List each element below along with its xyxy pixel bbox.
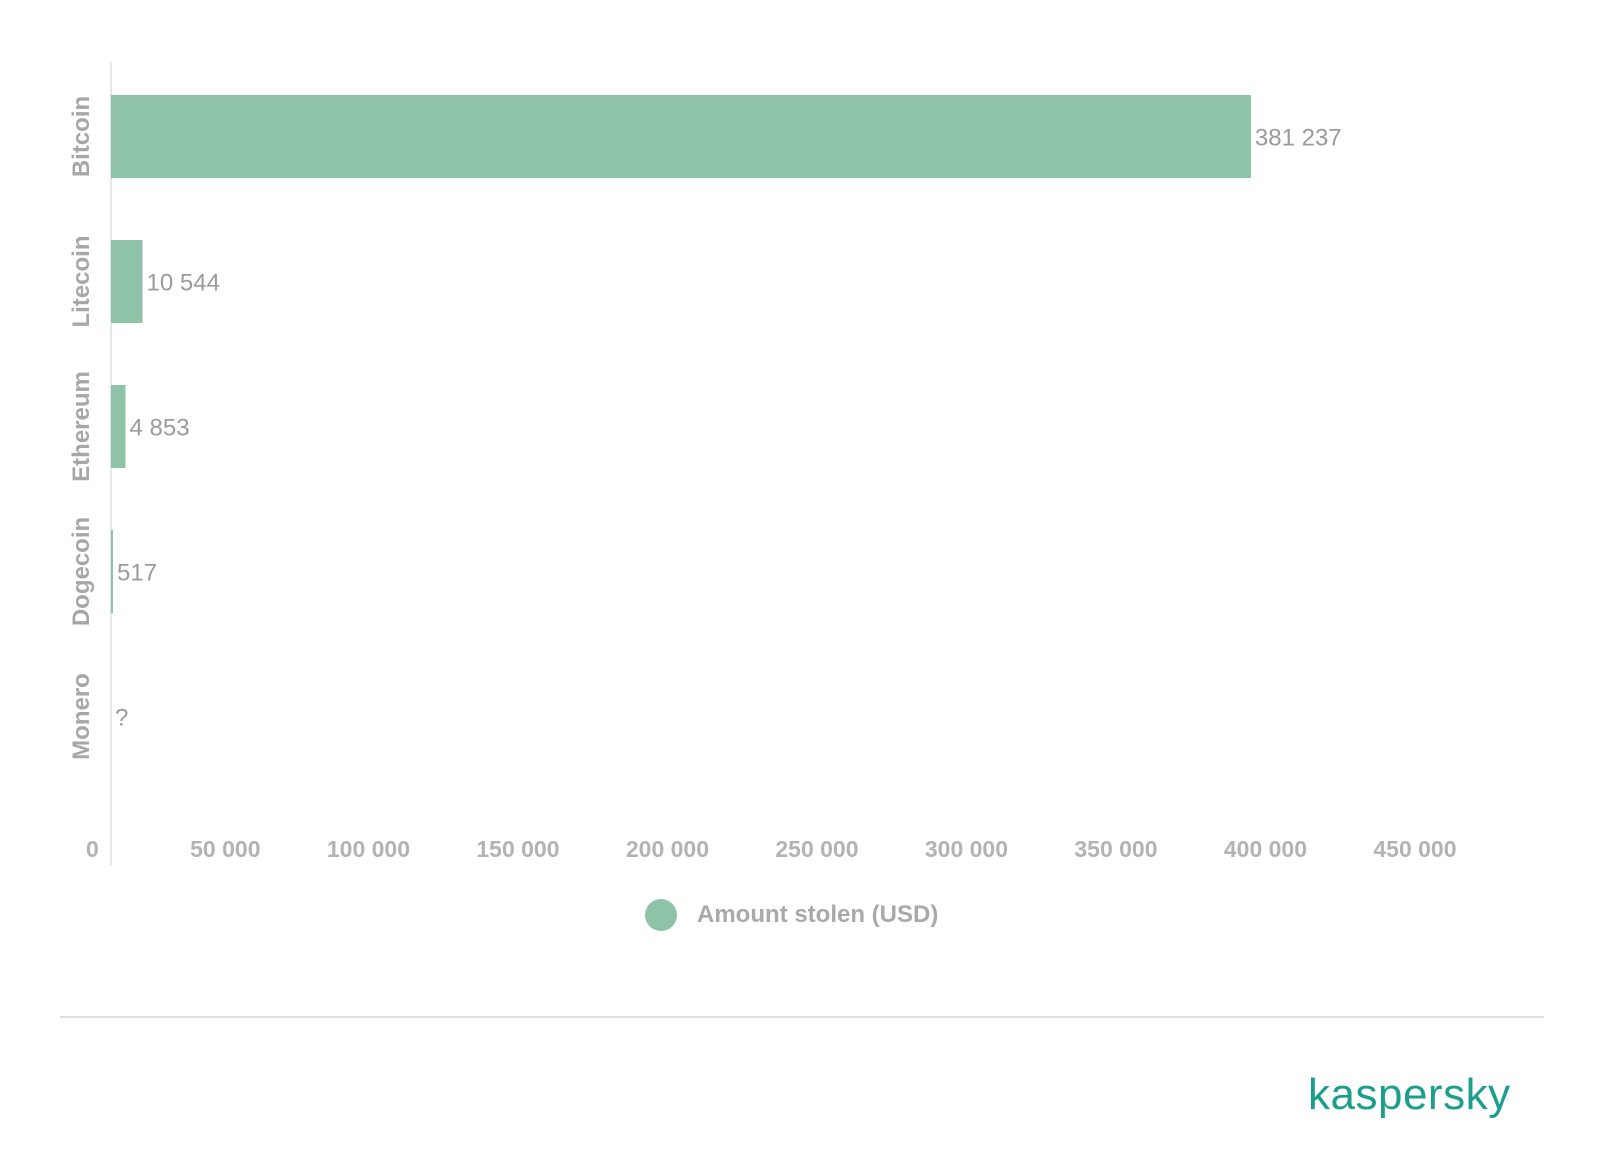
value-labels: 381 237 10 544 4 853 517?	[115, 125, 1342, 732]
category-labels: Bitcoin Litecoin Ethereum Dogecoin Monero	[68, 96, 95, 760]
x-tick-label: 250 000	[775, 836, 858, 862]
category-label-monero: Monero	[68, 673, 95, 760]
bar-dogecoin	[111, 530, 113, 613]
x-tick-label: 50 000	[190, 836, 260, 862]
value-label-monero: ?	[115, 705, 128, 732]
footer-divider	[60, 1016, 1544, 1018]
x-tick-label: 100 000	[327, 836, 410, 862]
x-axis-ticks: 0 50 000 100 000 150 000 200 000 250 000 300 0…	[86, 836, 1457, 862]
x-tick-label: 300 000	[925, 836, 1008, 862]
x-tick-label: 200 000	[626, 836, 709, 862]
legend-swatch	[645, 899, 677, 931]
bar-chart: Bitcoin Litecoin Ethereum Dogecoin Monero 38…	[68, 62, 1457, 865]
x-tick-label: 0	[86, 836, 99, 862]
category-label-bitcoin: Bitcoin	[68, 96, 95, 177]
legend: Amount stolen (USD)	[645, 899, 938, 931]
x-tick-label: 350 000	[1074, 836, 1157, 862]
category-label-litecoin: Litecoin	[68, 235, 95, 327]
bar-ethereum	[111, 385, 126, 468]
x-tick-label: 150 000	[476, 836, 559, 862]
value-label-ethereum: 4 853	[130, 415, 190, 442]
value-label-bitcoin: 381 237	[1255, 125, 1342, 152]
legend-label: Amount stolen (USD)	[697, 901, 939, 928]
bars-layer	[111, 95, 1251, 613]
value-label-dogecoin: 517	[117, 560, 157, 587]
category-label-dogecoin: Dogecoin	[68, 517, 95, 626]
kaspersky-logo: kaspersky	[1308, 1070, 1511, 1119]
bar-litecoin	[111, 240, 143, 323]
x-tick-label: 450 000	[1373, 836, 1456, 862]
value-label-litecoin: 10 544	[147, 270, 220, 297]
bar-bitcoin	[111, 95, 1251, 178]
x-tick-label: 400 000	[1224, 836, 1307, 862]
category-label-ethereum: Ethereum	[68, 371, 95, 482]
